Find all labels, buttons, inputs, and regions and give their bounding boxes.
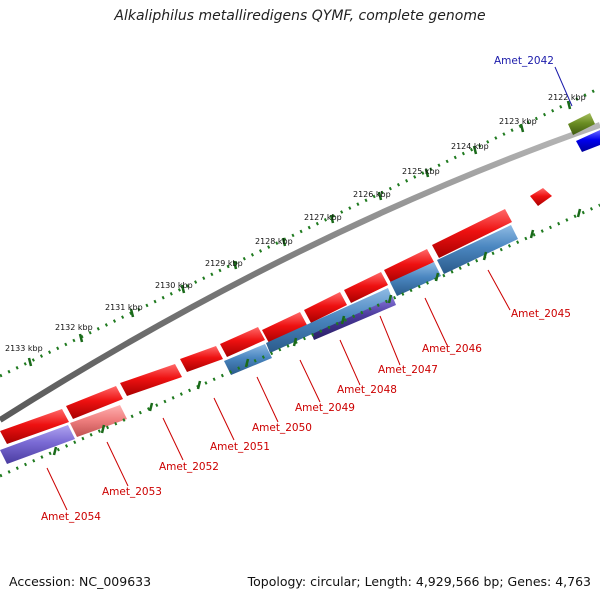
- outer-tick-2128: [281, 237, 287, 247]
- leader-amet-2054: [46, 467, 68, 511]
- small-forward-gene: [530, 188, 552, 206]
- map-title: Alkaliphilus metalliredigens QYMF, compl…: [114, 8, 486, 24]
- outer-tick-2122: [566, 100, 572, 110]
- inner-tick-2124: [482, 251, 488, 261]
- gene-label-amet-2046: Amet_2046: [422, 343, 482, 355]
- inner-tick-2132: [100, 424, 106, 434]
- feature-block-olive: [568, 113, 595, 135]
- forward-gene-7: [180, 346, 223, 372]
- forward-gene-5: [262, 312, 307, 343]
- reverse-gene-3: [310, 295, 396, 340]
- forward-gene-2: [384, 249, 434, 283]
- inner-tick-2129: [244, 358, 250, 368]
- scale-label-2129: 2129 kbp: [205, 259, 243, 268]
- leader-amet-2051: [213, 397, 235, 441]
- leader-amet-2047: [379, 315, 401, 366]
- scale-label-2126: 2126 kbp: [353, 190, 391, 199]
- gene-label-amet-2052: Amet_2052: [159, 461, 219, 473]
- genome-backbone: [0, 122, 600, 423]
- leader-amet-2048: [339, 339, 361, 386]
- inner-tick-2126: [387, 294, 393, 304]
- forward-gene-3: [344, 272, 388, 303]
- forward-gene-10: [0, 409, 69, 444]
- leader-amet-2046: [424, 297, 448, 346]
- scale-label-2127: 2127 kbp: [304, 213, 342, 222]
- reverse-gene-1: [437, 225, 518, 274]
- gene-label-amet-2054: Amet_2054: [41, 511, 101, 523]
- inner-tick-2122: [576, 208, 582, 218]
- outer-tick-2129: [232, 260, 238, 270]
- leader-amet-2045: [487, 269, 511, 311]
- inner-scale-ring: [0, 203, 600, 478]
- inner-tick-2125: [434, 272, 440, 282]
- gene-label-amet-2050: Amet_2050: [252, 422, 312, 434]
- outer-tick-2125: [424, 168, 430, 178]
- outer-tick-2126: [377, 191, 383, 201]
- gene-label-amet-2049: Amet_2049: [295, 402, 355, 414]
- gene-label-amet-2045: Amet_2045: [511, 308, 571, 320]
- scale-label-2131: 2131 kbp: [105, 303, 143, 312]
- outer-tick-2124: [472, 145, 478, 155]
- gene-label-amet-2042: Amet_2042: [494, 55, 554, 67]
- forward-gene-9: [66, 386, 123, 419]
- accession-text: Accession: NC_009633: [9, 574, 152, 589]
- outer-tick-2132: [78, 333, 84, 343]
- inner-tick-2123: [529, 229, 535, 239]
- reverse-gene-4: [266, 288, 392, 353]
- gene-label-amet-2053: Amet_2053: [102, 486, 162, 498]
- outer-tick-2127: [329, 214, 335, 224]
- leader-amet-2050: [256, 376, 279, 423]
- inner-tick-2128: [292, 337, 298, 347]
- scale-label-2130: 2130 kbp: [155, 281, 193, 290]
- leader-amet-2049: [299, 359, 321, 403]
- scale-label-2124: 2124 kbp: [451, 142, 489, 151]
- forward-gene-4: [304, 292, 347, 323]
- feature-block-blue: [576, 130, 600, 152]
- gene-label-amet-2048: Amet_2048: [337, 384, 397, 396]
- scale-label-2125: 2125 kbp: [402, 167, 440, 176]
- scale-label-2123: 2123 kbp: [499, 117, 537, 126]
- forward-gene-6: [220, 327, 265, 357]
- reverse-gene-6: [70, 405, 127, 437]
- gene-label-amet-2051: Amet_2051: [210, 441, 270, 453]
- outer-tick-2123: [519, 123, 525, 133]
- leader-amet-2042: [554, 66, 573, 107]
- leader-amet-2052: [162, 417, 184, 461]
- scale-label-2122: 2122 kbp: [548, 93, 586, 102]
- scale-label-2128: 2128 kbp: [255, 237, 293, 246]
- scale-label-2133: 2133 kbp: [5, 344, 43, 353]
- forward-gene-8: [120, 364, 182, 396]
- scale-label-2132: 2132 kbp: [55, 323, 93, 332]
- inner-tick-2131: [148, 402, 154, 412]
- forward-gene-1: [432, 209, 512, 258]
- outer-tick-2130: [180, 284, 186, 294]
- leader-amet-2053: [106, 441, 129, 487]
- inner-tick-2127: [340, 315, 346, 325]
- outer-tick-2131: [129, 308, 135, 318]
- gene-label-amet-2047: Amet_2047: [378, 364, 438, 376]
- reverse-gene-2: [390, 262, 441, 296]
- inner-tick-2133: [52, 446, 58, 456]
- reverse-gene-7: [0, 425, 75, 464]
- outer-tick-2133: [27, 357, 33, 367]
- genome-summary-text: Topology: circular; Length: 4,929,566 bp…: [247, 574, 591, 589]
- inner-tick-2130: [196, 380, 202, 390]
